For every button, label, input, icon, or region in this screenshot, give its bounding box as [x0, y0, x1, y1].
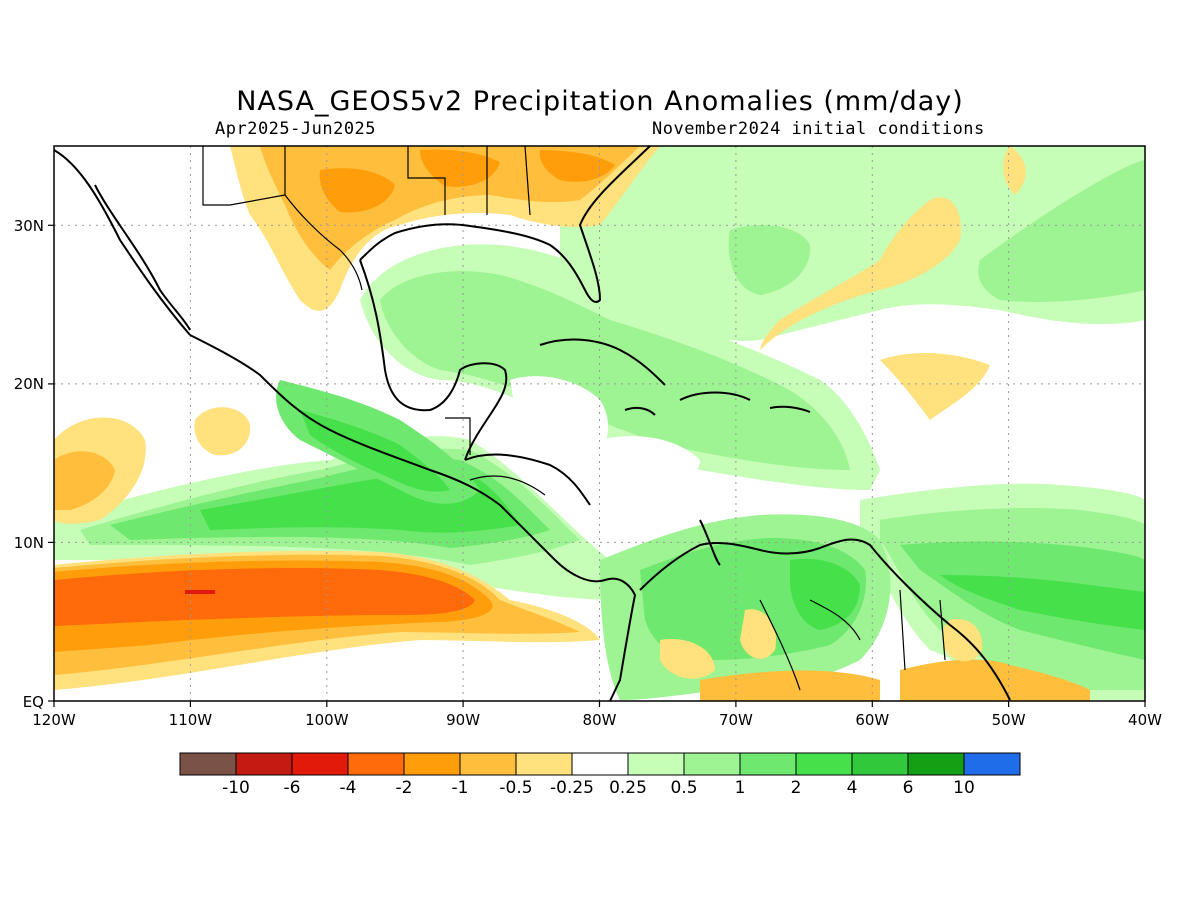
colorbar-swatch [907, 752, 965, 776]
colorbar-swatch [571, 752, 629, 776]
colorbar-swatch [627, 752, 685, 776]
colorbar-label: 2 [791, 778, 802, 798]
colorbar-swatch [795, 752, 853, 776]
forecast-period: Apr2025-Jun2025 [215, 119, 377, 139]
lon-tick-label: 70W [719, 711, 753, 729]
lat-axis-labels: 30N 20N 10N EQ [14, 217, 44, 711]
colorbar-label: -10 [222, 778, 250, 798]
gridlines [54, 146, 1145, 701]
colorbar-label: -2 [396, 778, 413, 798]
colorbar-swatch [851, 752, 909, 776]
colorbar-label: 6 [903, 778, 914, 798]
colorbar-label: 10 [953, 778, 975, 798]
lon-tick-label: 50W [992, 711, 1026, 729]
colorbar-label: -0.5 [499, 778, 532, 798]
colorbar-label: 0.5 [670, 778, 697, 798]
colorbar-swatch [235, 752, 293, 776]
tick-marks [48, 224, 1146, 707]
lat-tick-label: 30N [14, 217, 44, 235]
lon-tick-label: 60W [855, 711, 889, 729]
lon-tick-label: 90W [446, 711, 480, 729]
colorbar-label: -6 [284, 778, 301, 798]
colorbar-label: 1 [735, 778, 746, 798]
lat-tick-label: EQ [23, 693, 44, 711]
colorbar-swatch [683, 752, 741, 776]
colorbar-swatch [459, 752, 517, 776]
colorbar-label: 0.25 [609, 778, 647, 798]
colorbar-label: -0.25 [550, 778, 594, 798]
colorbar-label: 4 [847, 778, 858, 798]
lon-axis-labels: 120W 110W 100W 90W 80W 70W 60W 50W 40W [32, 711, 1162, 729]
chart-title: NASA_GEOS5v2 Precipitation Anomalies (mm… [236, 86, 964, 117]
colorbar-swatch [739, 752, 797, 776]
lon-tick-label: 80W [583, 711, 617, 729]
anomaly-field [54, 146, 1145, 701]
colorbar-swatch [179, 752, 237, 776]
lon-tick-label: 110W [169, 711, 213, 729]
colorbar-swatch [291, 752, 349, 776]
colorbar-swatch [403, 752, 461, 776]
initial-conditions: November2024 initial conditions [652, 119, 985, 139]
colorbar-swatch [515, 752, 573, 776]
colorbar-label: -4 [340, 778, 357, 798]
lat-tick-label: 20N [14, 375, 44, 393]
coastlines [53, 145, 1011, 702]
lat-tick-label: 10N [14, 534, 44, 552]
borders [202, 145, 946, 691]
colorbar-label: -1 [452, 778, 469, 798]
colorbar-swatch [347, 752, 405, 776]
lon-tick-label: 100W [305, 711, 349, 729]
lon-tick-label: 40W [1128, 711, 1162, 729]
colorbar: -10 -6 -4 -2 -1 -0.5 -0.25 0.25 0.5 1 2 4 6 10 [179, 752, 1021, 798]
colorbar-swatch [963, 752, 1021, 776]
lon-tick-label: 120W [32, 711, 76, 729]
